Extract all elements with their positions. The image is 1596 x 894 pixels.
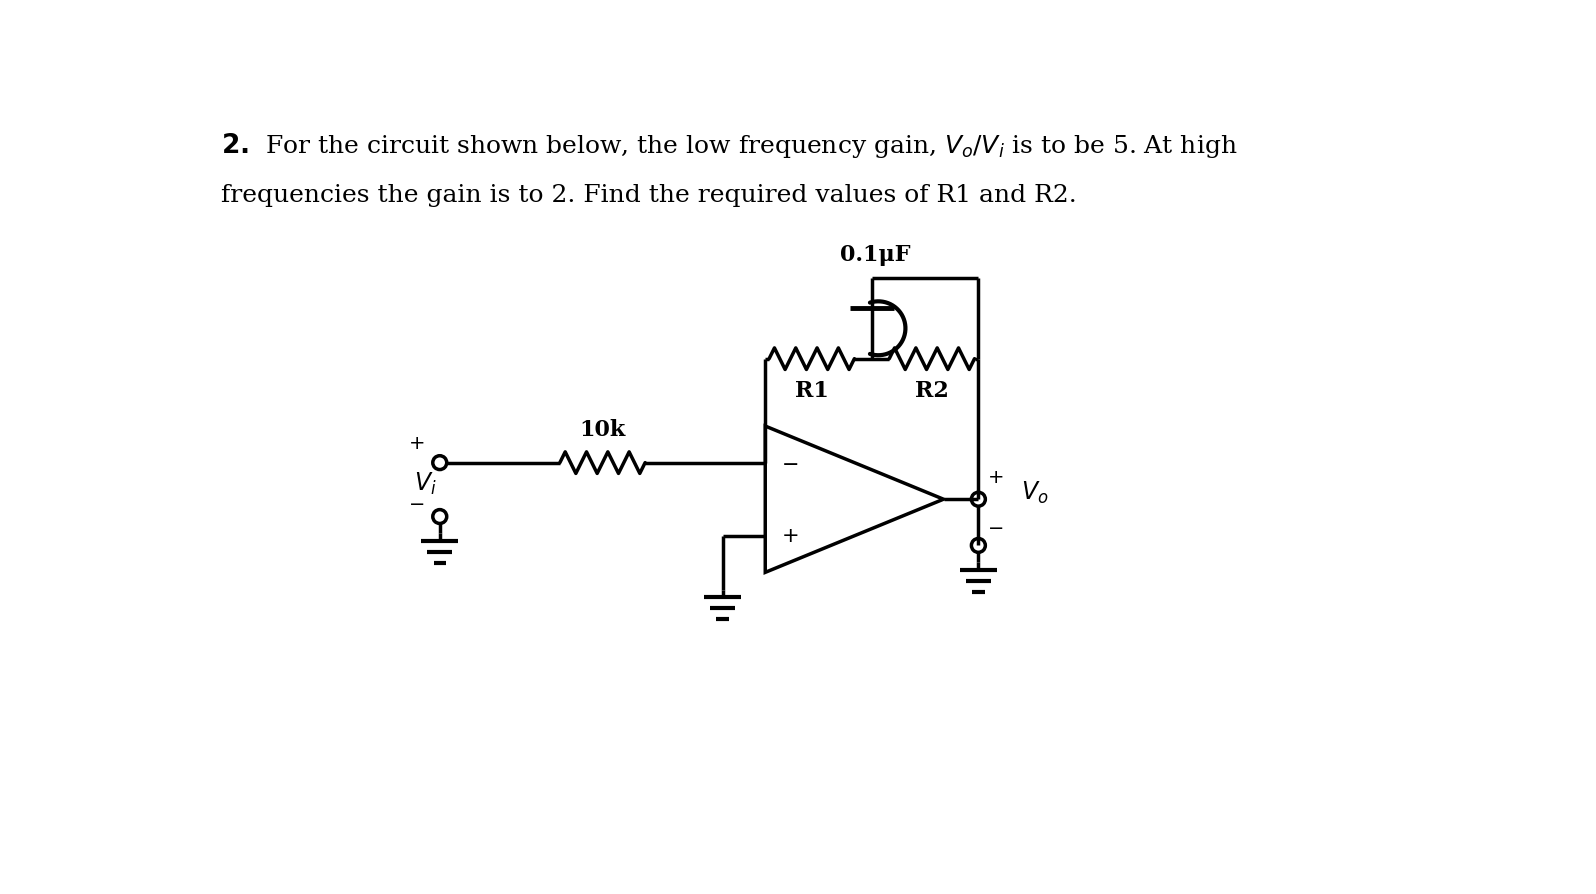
Text: R2: R2 bbox=[915, 380, 948, 402]
Text: $+$: $+$ bbox=[782, 526, 798, 545]
Text: For the circuit shown below, the low frequency gain, $V_o/V_i$ is to be 5. At hi: For the circuit shown below, the low fre… bbox=[265, 133, 1238, 160]
Text: $-$: $-$ bbox=[782, 452, 798, 473]
Text: R1: R1 bbox=[795, 380, 828, 402]
Text: 0.1μF: 0.1μF bbox=[841, 244, 911, 266]
Text: $+$: $+$ bbox=[988, 468, 1004, 487]
Text: $+$: $+$ bbox=[409, 434, 425, 453]
Text: $V_o$: $V_o$ bbox=[1021, 480, 1049, 506]
Text: 10k: 10k bbox=[579, 419, 626, 441]
Text: $-$: $-$ bbox=[409, 493, 425, 512]
Text: $V_i$: $V_i$ bbox=[415, 470, 437, 496]
Text: $-$: $-$ bbox=[988, 517, 1004, 536]
Text: $\mathbf{2.}$: $\mathbf{2.}$ bbox=[222, 133, 249, 158]
Text: frequencies the gain is to 2. Find the required values of R1 and R2.: frequencies the gain is to 2. Find the r… bbox=[222, 183, 1077, 207]
